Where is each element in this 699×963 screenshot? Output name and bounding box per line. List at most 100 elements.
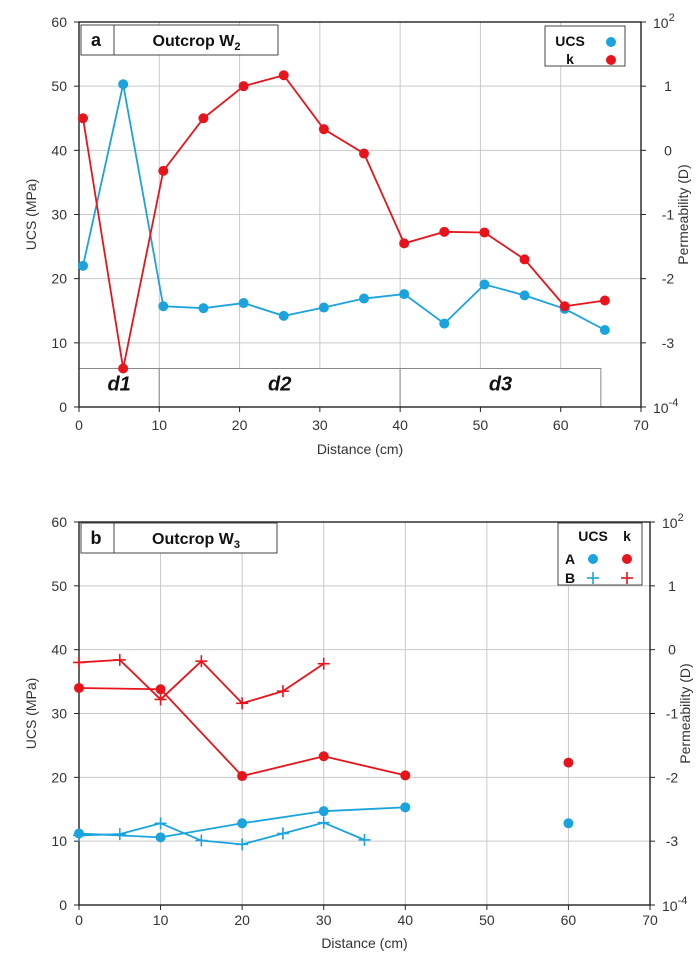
y2-tick-label: 1: [664, 78, 672, 94]
y2-tick-label: -3: [666, 833, 679, 849]
data-point: [237, 771, 248, 782]
data-point: [73, 829, 85, 842]
data-point: [559, 301, 570, 312]
y2-tick-label: -1: [666, 706, 679, 722]
legend: UCS k: [544, 25, 626, 67]
y-tick-label: 30: [51, 706, 67, 722]
x-tick-label: 30: [312, 417, 328, 433]
data-point: [563, 757, 574, 768]
y-tick-label: 50: [51, 578, 67, 594]
series-ucs-a-isolated: [563, 818, 574, 829]
data-point: [238, 298, 249, 309]
legend-marker-ucs-b: [587, 572, 599, 584]
x-tick-label: 40: [392, 417, 408, 433]
x-tick-label: 70: [642, 912, 658, 928]
zone-label: d3: [489, 374, 512, 396]
legend: UCS k AB: [557, 522, 643, 586]
zone-label: d1: [107, 374, 130, 396]
y-tick-label: 30: [51, 207, 67, 223]
data-point: [400, 770, 411, 781]
y2-axis-label: Permeability (D): [675, 164, 691, 264]
data-point: [158, 165, 169, 176]
data-point: [563, 818, 574, 829]
y-tick-label: 60: [51, 514, 67, 530]
legend-row-label: B: [565, 570, 575, 586]
data-point: [439, 226, 450, 237]
data-point: [399, 289, 410, 300]
data-point: [318, 751, 329, 762]
data-point: [278, 310, 289, 321]
zone-box: [158, 368, 401, 408]
data-point: [318, 302, 329, 313]
data-point: [399, 238, 410, 249]
y-tick-label: 20: [51, 769, 67, 785]
x-tick-label: 20: [232, 417, 248, 433]
series-k: [78, 70, 610, 374]
data-point: [317, 816, 330, 829]
legend-box: [557, 522, 643, 586]
x-tick-label: 30: [316, 912, 332, 928]
data-point: [278, 70, 289, 81]
x-tick-label: 70: [633, 417, 649, 433]
x-tick-label: 50: [479, 912, 495, 928]
y2-tick-label: -2: [666, 769, 679, 785]
data-point: [74, 682, 84, 693]
y2-tick-label: 0: [668, 642, 676, 658]
x-axis-label: Distance (cm): [317, 441, 403, 457]
zone-box: [399, 368, 602, 408]
y-tick-label: 0: [59, 897, 67, 913]
y-tick-label: 40: [51, 642, 67, 658]
data-point: [236, 697, 249, 710]
series-line: [78, 821, 365, 846]
series-ucs-a: [74, 802, 411, 843]
y-tick-label: 60: [51, 14, 67, 30]
data-point: [198, 303, 209, 314]
y2-axis-label: Permeability (D): [677, 663, 693, 763]
y2-tick-label: -2: [662, 271, 675, 287]
series-line: [82, 84, 606, 331]
x-axis-label: Distance (cm): [321, 935, 407, 951]
data-point: [155, 832, 166, 843]
series-line: [82, 74, 605, 369]
data-point: [195, 655, 208, 668]
legend-label: k: [566, 51, 574, 67]
series-ucs: [78, 79, 610, 335]
y2-tick-label-top: 102: [662, 512, 684, 531]
series-k-b: [73, 653, 330, 710]
x-tick-label: 40: [397, 912, 413, 928]
y2-tick-label-bottom: 10-4: [653, 397, 678, 416]
data-point: [359, 293, 370, 304]
data-point: [113, 653, 126, 666]
y-tick-label: 0: [59, 399, 67, 415]
y2-tick-label-bottom: 10-4: [662, 895, 687, 914]
data-point: [195, 834, 208, 847]
data-point: [78, 260, 89, 271]
panel-letter: a: [91, 30, 102, 50]
data-point: [479, 227, 490, 238]
data-point: [154, 817, 167, 830]
x-tick-label: 0: [75, 912, 83, 928]
data-point: [318, 806, 329, 817]
data-point: [439, 318, 450, 329]
data-point: [198, 113, 209, 124]
data-point: [236, 838, 249, 851]
data-point: [479, 279, 490, 290]
data-point: [118, 363, 129, 374]
x-tick-label: 50: [473, 417, 489, 433]
data-point: [154, 693, 167, 706]
x-tick-label: 10: [151, 417, 167, 433]
data-point: [359, 148, 370, 159]
series-ucs-b: [73, 816, 371, 851]
legend-row-label: A: [565, 551, 575, 567]
data-point: [276, 685, 289, 698]
legend-marker: [606, 37, 616, 47]
x-tick-label: 10: [153, 912, 169, 928]
panel-letter: b: [91, 528, 102, 548]
data-point: [237, 818, 248, 829]
series-k-a: [74, 682, 411, 782]
legend-marker-ucs-a: [588, 554, 598, 564]
y2-tick-label: 1: [668, 578, 676, 594]
data-point: [599, 325, 610, 335]
